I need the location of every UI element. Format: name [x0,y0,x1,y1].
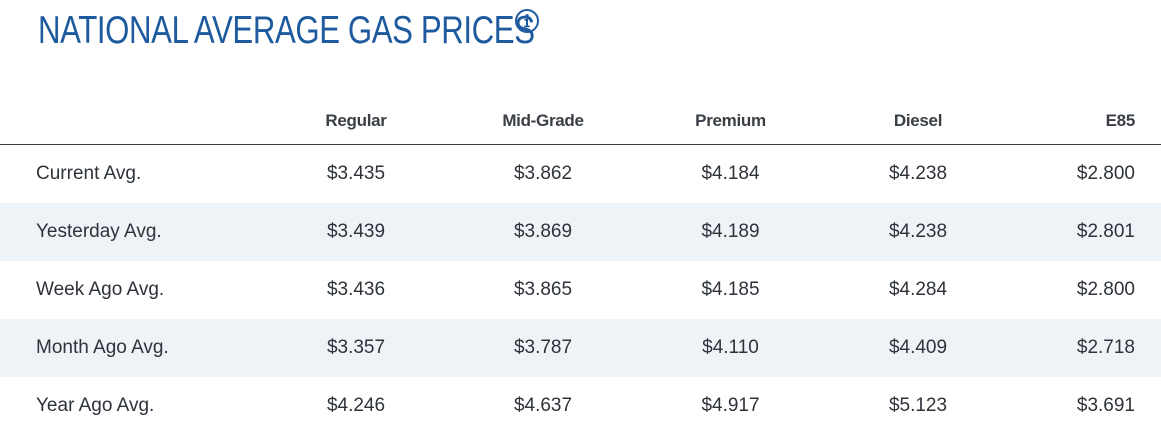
column-header-diesel: Diesel [827,98,1009,145]
row-label: Year Ago Avg. [36,395,155,416]
price-cell: $4.917 [701,395,760,416]
price-cell: $4.637 [513,395,573,416]
price-cell: $3.357 [260,319,452,377]
table-header-row: Regular Mid-Grade Premium Diesel E85 [0,98,1161,145]
price-cell: $2.800 [1076,163,1135,184]
column-header-premium: Premium [634,98,827,145]
price-cell: $4.185 [701,279,760,300]
title-bar: NATIONAL AVERAGE GAS PRICES [38,6,628,56]
column-header-regular: Regular [260,98,452,145]
info-icon[interactable] [514,8,540,34]
gas-prices-table: Regular Mid-Grade Premium Diesel E85 Cur… [0,98,1161,435]
price-cell: $3.787 [452,319,634,377]
price-cell: $2.801 [1009,203,1161,261]
price-cell: $3.435 [326,163,386,184]
price-cell: $3.691 [1076,395,1135,416]
price-cell: $4.189 [634,203,827,261]
column-header-e85: E85 [1009,98,1161,145]
table-row: Week Ago Avg. $3.436 $3.865 $4.185 $4.28… [0,261,1161,319]
table-row: Month Ago Avg. $3.357 $3.787 $4.110 $4.4… [0,319,1161,377]
price-cell: $4.409 [827,319,1009,377]
row-label: Week Ago Avg. [36,279,165,300]
row-label: Yesterday Avg. [0,203,260,261]
price-cell: $3.862 [513,163,573,184]
price-cell: $4.238 [888,163,948,184]
price-cell: $4.184 [701,163,760,184]
column-header-blank [0,98,260,145]
price-cell: $3.869 [452,203,634,261]
price-cell: $3.439 [260,203,452,261]
price-cell: $4.246 [326,395,386,416]
table-row: Current Avg. $3.435 $3.862 $4.184 $4.238… [0,145,1161,204]
row-label: Month Ago Avg. [0,319,260,377]
price-cell: $2.718 [1009,319,1161,377]
column-header-mid-grade: Mid-Grade [452,98,634,145]
page-title: NATIONAL AVERAGE GAS PRICES [38,9,535,52]
table-row: Yesterday Avg. $3.439 $3.869 $4.189 $4.2… [0,203,1161,261]
price-cell: $3.865 [513,279,573,300]
price-cell: $5.123 [888,395,948,416]
price-cell: $3.436 [326,279,386,300]
price-cell: $4.284 [888,279,948,300]
table-row: Year Ago Avg. $4.246 $4.637 $4.917 $5.12… [0,377,1161,435]
price-cell: $4.238 [827,203,1009,261]
price-cell: $2.800 [1076,279,1135,300]
row-label: Current Avg. [36,163,142,184]
price-cell: $4.110 [634,319,827,377]
